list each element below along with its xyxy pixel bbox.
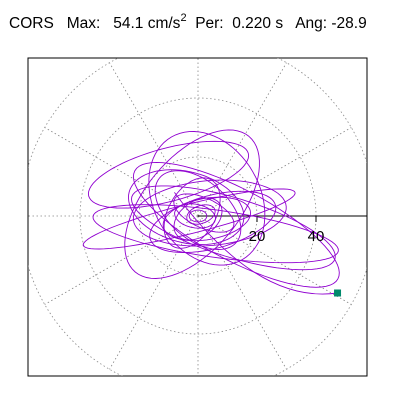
tick-label-20: 20 xyxy=(249,228,266,245)
trace-loop-9 xyxy=(128,169,245,246)
period-value: 0.220 s xyxy=(232,15,284,32)
trace-loop-11 xyxy=(131,185,336,271)
trace-peak-segment xyxy=(174,192,338,295)
peak-marker xyxy=(334,289,342,297)
grid-spoke-30 xyxy=(197,127,352,217)
tick-label-40: 40 xyxy=(308,228,325,245)
max-value: 54.1 xyxy=(113,15,144,32)
grid-spoke-210 xyxy=(44,215,199,305)
trace-loop-12 xyxy=(87,140,250,209)
trace-loop-14 xyxy=(92,204,339,264)
markers xyxy=(334,289,342,297)
motion-trace xyxy=(82,129,340,295)
trace-loop-4 xyxy=(173,193,235,233)
angle-value: -28.9 xyxy=(331,15,367,32)
trace-loop-6 xyxy=(162,196,252,242)
angle-label: Ang: xyxy=(295,15,328,32)
max-label: Max: xyxy=(66,15,101,32)
trace-loop-1 xyxy=(186,204,216,225)
trace-loop-8 xyxy=(149,190,277,253)
trace-loop-16 xyxy=(124,129,260,279)
period-label: Per: xyxy=(195,15,224,32)
grid-spoke-240 xyxy=(109,215,199,370)
grid-spoke-60 xyxy=(197,62,287,217)
grid-spoke-120 xyxy=(109,62,199,217)
trace-loop-17 xyxy=(148,131,266,266)
grid-spoke-330 xyxy=(197,215,352,305)
trace-loop-3 xyxy=(173,197,223,241)
trace-loop-5 xyxy=(163,177,221,249)
max-unit-power: 2 xyxy=(180,12,187,24)
tick-labels: 20 40 xyxy=(249,228,325,245)
plot-header: CORS Max: 54.1 cm/s2 Per: 0.220 s Ang: -… xyxy=(9,12,367,34)
trace-loop-15 xyxy=(132,161,340,288)
max-unit: cm/s xyxy=(147,15,181,32)
grid-spoke-300 xyxy=(197,215,287,370)
station-code: CORS xyxy=(9,15,54,32)
trace-loop-0 xyxy=(188,209,208,223)
trace-loop-13 xyxy=(82,188,296,250)
